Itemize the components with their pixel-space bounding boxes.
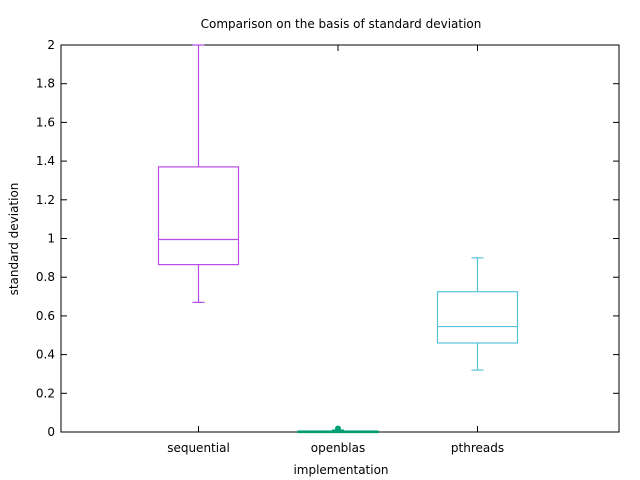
y-tick-label: 0 — [47, 425, 55, 439]
x-tick-label: pthreads — [451, 441, 504, 455]
y-tick-label: 1 — [47, 232, 55, 246]
y-tick-label: 0.8 — [36, 270, 55, 284]
y-tick-label: 0.2 — [36, 386, 55, 400]
x-tick-label: sequential — [167, 441, 230, 455]
x-axis-label: implementation — [293, 463, 388, 477]
box-openblas — [297, 425, 379, 434]
plot-frame — [60, 44, 620, 433]
x-axis: sequential openblas pthreads — [167, 45, 504, 455]
y-tick-label: 1.2 — [36, 193, 55, 207]
y-axis: 0 0.2 0.4 0.6 0.8 1 1.2 1.4 1.6 1.8 2 — [36, 38, 619, 439]
y-tick-label: 0.6 — [36, 309, 55, 323]
box-pthreads — [436, 257, 519, 371]
y-tick-label: 0.4 — [36, 348, 55, 362]
outlier-point — [335, 425, 341, 432]
box-sequential — [157, 44, 240, 303]
y-tick-label: 2 — [47, 38, 55, 52]
y-tick-label: 1.8 — [36, 77, 55, 91]
box-plots — [157, 44, 519, 434]
iqr-box — [157, 166, 240, 266]
x-tick-label: openblas — [311, 441, 366, 455]
y-tick-label: 1.6 — [36, 115, 55, 129]
y-tick-label: 1.4 — [36, 154, 55, 168]
y-axis-label: standard deviation — [7, 183, 21, 296]
iqr-box — [436, 291, 519, 344]
chart-title: Comparison on the basis of standard devi… — [201, 17, 482, 31]
